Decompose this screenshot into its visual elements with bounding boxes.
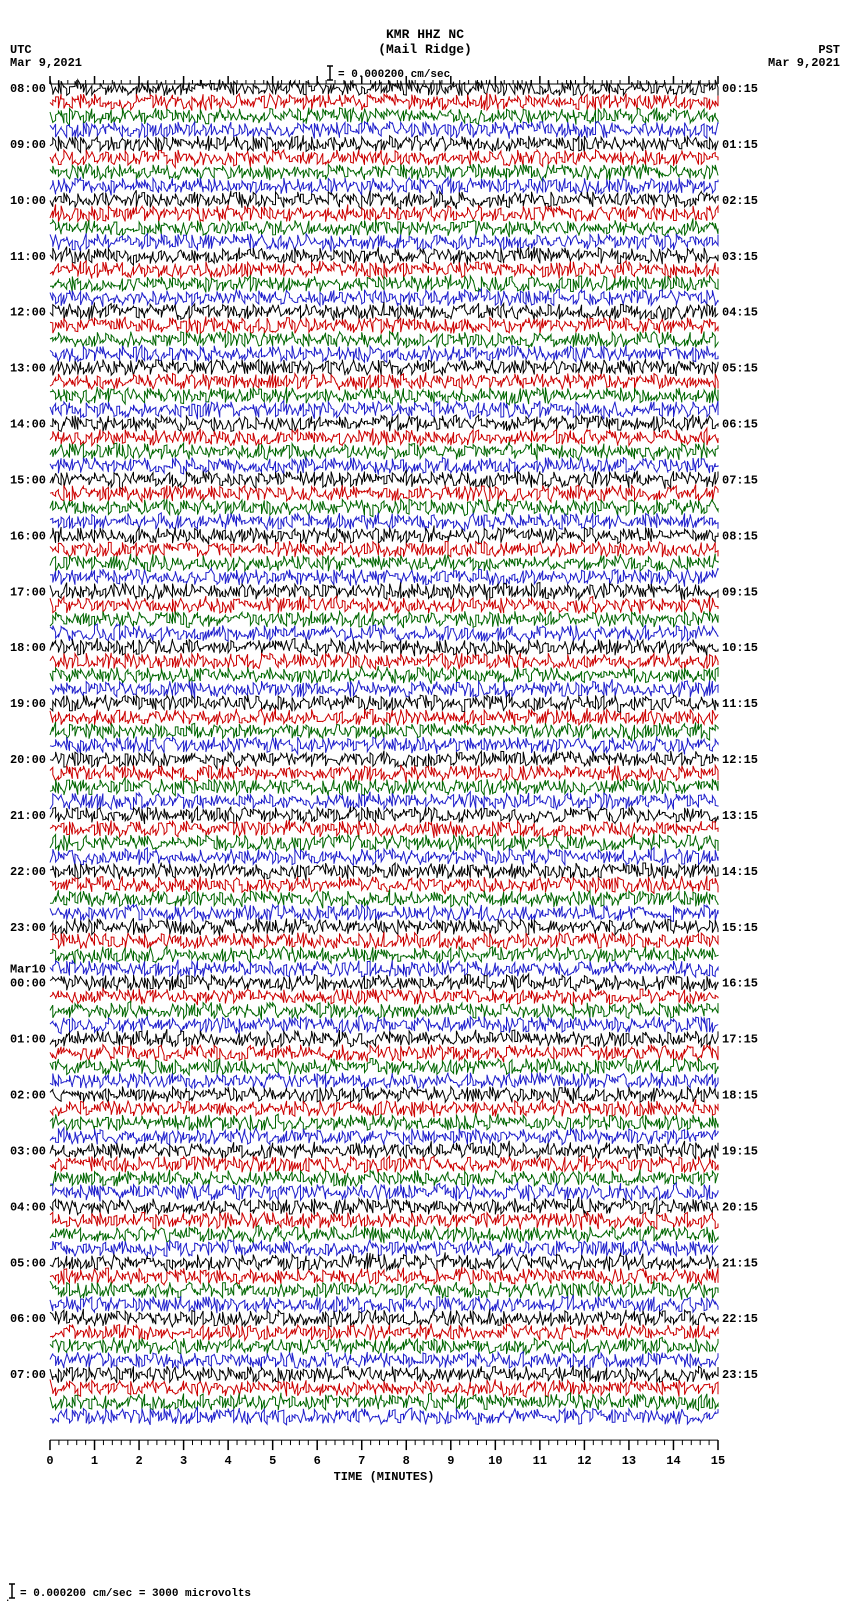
pst-time-label: 00:15	[722, 82, 758, 96]
utc-time-label: 09:00	[10, 138, 46, 152]
utc-time-label: 16:00	[10, 529, 46, 543]
utc-time-label: 23:00	[10, 921, 46, 935]
utc-time-label: 06:00	[10, 1312, 46, 1326]
utc-time-label: 20:00	[10, 753, 46, 767]
pst-time-label: 12:15	[722, 753, 758, 767]
pst-time-label: 15:15	[722, 921, 758, 935]
x-tick-label: 4	[225, 1454, 232, 1468]
helicorder-plot: KMR HHZ NC(Mail Ridge)UTCMar 9,2021PSTMa…	[0, 0, 850, 1613]
pst-time-label: 21:15	[722, 1256, 758, 1270]
x-tick-label: 9	[447, 1454, 454, 1468]
x-tick-label: 3	[180, 1454, 187, 1468]
footer-scale-text: = 0.000200 cm/sec = 3000 microvolts	[20, 1588, 251, 1600]
pst-time-label: 01:15	[722, 138, 758, 152]
utc-time-label: 18:00	[10, 641, 46, 655]
x-tick-label: 10	[488, 1454, 502, 1468]
x-tick-label: 11	[533, 1454, 547, 1468]
utc-time-label: 13:00	[10, 362, 46, 376]
utc-date: Mar 9,2021	[10, 56, 82, 70]
utc-time-label: 10:00	[10, 194, 46, 208]
pst-time-label: 17:15	[722, 1033, 758, 1047]
x-tick-label: 8	[403, 1454, 410, 1468]
pst-time-label: 04:15	[722, 306, 758, 320]
station-title: KMR HHZ NC	[386, 27, 464, 42]
pst-time-label: 23:15	[722, 1368, 758, 1382]
footer-scale-bar-mark: .	[5, 1594, 10, 1604]
pst-time-label: 06:15	[722, 418, 758, 432]
utc-time-label: 19:00	[10, 697, 46, 711]
utc-time-label: 22:00	[10, 865, 46, 879]
x-tick-label: 0	[46, 1454, 53, 1468]
pst-time-label: 18:15	[722, 1089, 758, 1103]
scale-bar-label: = 0.000200 cm/sec	[338, 69, 450, 81]
utc-time-label: 07:00	[10, 1368, 46, 1382]
utc-label: UTC	[10, 43, 32, 57]
x-tick-label: 2	[135, 1454, 142, 1468]
x-tick-label: 14	[666, 1454, 680, 1468]
x-tick-label: 13	[622, 1454, 636, 1468]
utc-time-label: 04:00	[10, 1200, 46, 1214]
station-subtitle: (Mail Ridge)	[378, 42, 472, 57]
pst-time-label: 07:15	[722, 473, 758, 487]
utc-time-label: 12:00	[10, 306, 46, 320]
x-axis-label: TIME (MINUTES)	[334, 1470, 435, 1484]
utc-time-label: 01:00	[10, 1033, 46, 1047]
pst-label: PST	[818, 43, 840, 57]
x-tick-label: 12	[577, 1454, 591, 1468]
utc-time-label: 08:00	[10, 82, 46, 96]
pst-time-label: 13:15	[722, 809, 758, 823]
utc-time-label: 11:00	[10, 250, 46, 264]
pst-time-label: 08:15	[722, 529, 758, 543]
pst-time-label: 19:15	[722, 1144, 758, 1158]
pst-time-label: 11:15	[722, 697, 758, 711]
pst-time-label: 14:15	[722, 865, 758, 879]
utc-time-label: 03:00	[10, 1144, 46, 1158]
pst-time-label: 10:15	[722, 641, 758, 655]
utc-time-label: 14:00	[10, 418, 46, 432]
utc-time-label: Mar10	[10, 963, 46, 977]
utc-time-label: 15:00	[10, 473, 46, 487]
utc-time-label: 17:00	[10, 585, 46, 599]
pst-time-label: 16:15	[722, 977, 758, 991]
x-tick-label: 1	[91, 1454, 98, 1468]
helicorder-svg: KMR HHZ NC(Mail Ridge)UTCMar 9,2021PSTMa…	[0, 0, 850, 1613]
x-tick-label: 7	[358, 1454, 365, 1468]
pst-time-label: 03:15	[722, 250, 758, 264]
pst-time-label: 02:15	[722, 194, 758, 208]
utc-time-label: 00:00	[10, 977, 46, 991]
pst-time-label: 22:15	[722, 1312, 758, 1326]
pst-time-label: 05:15	[722, 362, 758, 376]
pst-time-label: 09:15	[722, 585, 758, 599]
x-tick-label: 5	[269, 1454, 276, 1468]
utc-time-label: 02:00	[10, 1089, 46, 1103]
pst-date: Mar 9,2021	[768, 56, 840, 70]
x-tick-label: 15	[711, 1454, 725, 1468]
utc-time-label: 21:00	[10, 809, 46, 823]
utc-time-label: 05:00	[10, 1256, 46, 1270]
x-tick-label: 6	[314, 1454, 321, 1468]
pst-time-label: 20:15	[722, 1200, 758, 1214]
